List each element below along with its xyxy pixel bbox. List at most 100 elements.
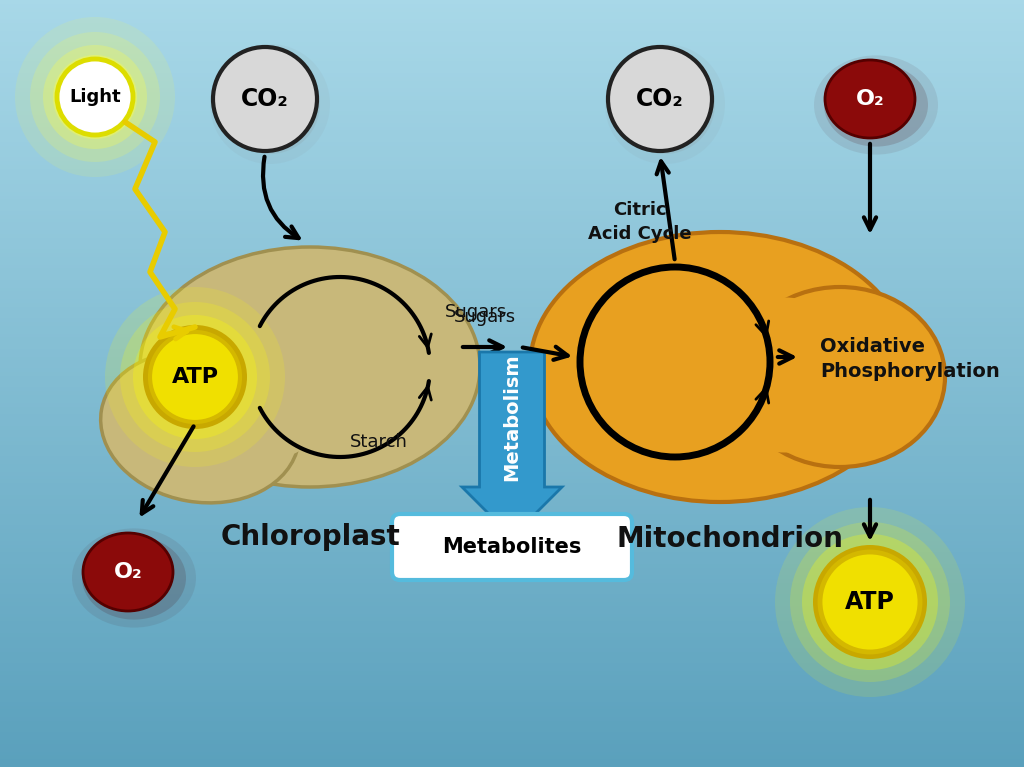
Bar xyxy=(0,353,1024,357)
Bar xyxy=(0,564,1024,568)
Bar xyxy=(0,594,1024,598)
Bar xyxy=(0,437,1024,441)
Bar xyxy=(0,54,1024,58)
Bar xyxy=(0,35,1024,38)
Circle shape xyxy=(790,522,950,682)
Bar xyxy=(0,656,1024,660)
Bar xyxy=(0,713,1024,717)
Text: Sugars: Sugars xyxy=(445,303,507,321)
Bar xyxy=(0,345,1024,349)
Bar xyxy=(0,748,1024,752)
Bar xyxy=(0,215,1024,219)
Circle shape xyxy=(813,545,927,659)
Bar xyxy=(0,698,1024,702)
Bar xyxy=(0,660,1024,663)
Circle shape xyxy=(802,534,938,670)
Bar xyxy=(0,31,1024,35)
Bar xyxy=(0,763,1024,767)
Bar xyxy=(0,422,1024,426)
Bar xyxy=(0,602,1024,606)
Bar xyxy=(0,610,1024,614)
Bar xyxy=(0,468,1024,472)
Bar xyxy=(0,322,1024,326)
Circle shape xyxy=(608,47,712,151)
Bar xyxy=(0,706,1024,709)
Bar xyxy=(0,196,1024,199)
Bar xyxy=(0,368,1024,372)
Bar xyxy=(0,211,1024,215)
Bar xyxy=(0,640,1024,644)
Text: CO₂: CO₂ xyxy=(241,87,289,111)
Bar xyxy=(0,433,1024,437)
Bar xyxy=(0,334,1024,337)
Circle shape xyxy=(53,55,137,139)
Bar xyxy=(0,445,1024,449)
Bar xyxy=(0,571,1024,575)
Bar xyxy=(0,88,1024,92)
Bar xyxy=(0,648,1024,652)
Bar xyxy=(0,617,1024,621)
Bar xyxy=(0,203,1024,207)
Bar xyxy=(0,360,1024,364)
Bar xyxy=(0,219,1024,222)
Bar xyxy=(0,686,1024,690)
Bar xyxy=(0,725,1024,729)
Bar xyxy=(0,234,1024,238)
Bar xyxy=(0,150,1024,153)
Ellipse shape xyxy=(530,232,910,502)
Text: O₂: O₂ xyxy=(856,89,885,109)
Bar xyxy=(0,272,1024,276)
Bar xyxy=(0,671,1024,675)
Bar xyxy=(0,23,1024,27)
Bar xyxy=(0,341,1024,345)
Circle shape xyxy=(210,44,330,164)
Ellipse shape xyxy=(100,351,299,503)
Bar xyxy=(0,556,1024,560)
Bar xyxy=(0,525,1024,529)
Bar xyxy=(0,226,1024,230)
Text: CO₂: CO₂ xyxy=(636,87,684,111)
Bar xyxy=(0,403,1024,407)
Bar xyxy=(0,380,1024,384)
Bar xyxy=(0,295,1024,299)
Bar xyxy=(0,606,1024,610)
Bar xyxy=(0,146,1024,150)
Bar xyxy=(0,587,1024,591)
Bar xyxy=(0,307,1024,311)
Ellipse shape xyxy=(814,55,938,155)
Bar xyxy=(0,314,1024,318)
Bar xyxy=(0,675,1024,679)
Bar xyxy=(0,729,1024,732)
Circle shape xyxy=(120,302,270,452)
Bar xyxy=(0,506,1024,510)
Text: Mitochondrion: Mitochondrion xyxy=(616,525,844,553)
Ellipse shape xyxy=(83,533,173,611)
Bar xyxy=(0,376,1024,380)
Bar xyxy=(0,717,1024,721)
Circle shape xyxy=(820,552,920,652)
Bar xyxy=(0,387,1024,391)
Bar xyxy=(0,265,1024,268)
Text: Oxidative
Phosphorylation: Oxidative Phosphorylation xyxy=(820,337,999,380)
Bar xyxy=(0,663,1024,667)
Bar xyxy=(0,157,1024,161)
Text: Citric
Acid Cycle: Citric Acid Cycle xyxy=(588,201,692,243)
Bar xyxy=(0,533,1024,537)
Circle shape xyxy=(615,54,715,154)
Bar xyxy=(0,222,1024,226)
Bar xyxy=(0,545,1024,548)
Bar xyxy=(0,384,1024,387)
Circle shape xyxy=(605,44,725,164)
Bar xyxy=(0,100,1024,104)
Bar xyxy=(0,111,1024,115)
Bar xyxy=(0,453,1024,456)
Bar xyxy=(0,127,1024,130)
Bar xyxy=(0,50,1024,54)
FancyBboxPatch shape xyxy=(392,514,632,580)
Ellipse shape xyxy=(735,287,945,467)
Text: Metabolism: Metabolism xyxy=(503,353,521,481)
Bar xyxy=(0,633,1024,637)
Bar xyxy=(0,46,1024,50)
Bar xyxy=(0,27,1024,31)
Bar xyxy=(0,176,1024,180)
